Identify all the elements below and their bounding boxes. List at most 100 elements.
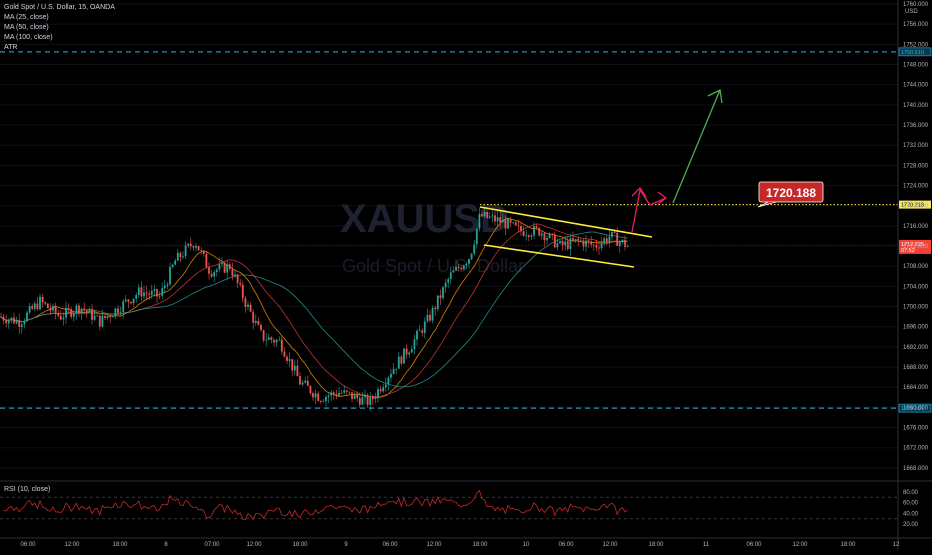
candle-body <box>436 295 439 310</box>
candle-body <box>405 348 408 355</box>
candle-body <box>457 266 460 268</box>
candle-body <box>59 315 62 320</box>
candle-body <box>226 264 229 273</box>
candle-body <box>556 243 559 248</box>
time-tick-label: 18:00 <box>648 542 664 548</box>
price-tick-label: 1728.000 <box>903 163 929 169</box>
candle-body <box>33 303 36 309</box>
candle-body <box>72 313 75 317</box>
candle-body <box>171 264 174 268</box>
candle-body <box>429 314 431 321</box>
candle-body <box>202 250 205 254</box>
candle-body <box>119 312 122 313</box>
candle-body <box>585 240 587 247</box>
rsi-tick-label: 60.00 <box>903 501 919 507</box>
candle-body <box>195 246 197 248</box>
candle-body <box>286 356 288 361</box>
candle-body <box>132 298 135 304</box>
candle-body <box>273 339 275 343</box>
candle-body <box>358 398 361 405</box>
candle-body <box>592 244 595 246</box>
grid <box>0 3 898 469</box>
candle-body <box>494 215 496 222</box>
candle-body <box>130 301 132 304</box>
countdown-label: 07:52 <box>901 248 915 254</box>
candle-body <box>371 397 374 400</box>
candle-body <box>613 231 616 233</box>
candle-body <box>408 352 411 355</box>
candle-body <box>88 308 91 313</box>
candle-body <box>561 240 564 246</box>
rsi-tick-label: 20.00 <box>903 522 919 528</box>
candle-body <box>174 260 177 265</box>
candle-body <box>579 240 582 242</box>
time-axis[interactable]: 06:00 12:00 18:00 8 07:00 12:00 18:00 9 06:00 12:… <box>0 537 932 548</box>
candle-body <box>104 315 106 318</box>
candle-body <box>527 235 530 237</box>
channel-lower-line <box>483 244 635 268</box>
price-tick-label: 1732.000 <box>903 143 929 149</box>
candle-body <box>254 320 257 323</box>
candle-body <box>150 290 153 295</box>
candle-body <box>390 373 392 378</box>
price-tick-label: 1736.000 <box>903 123 929 129</box>
candle-body <box>5 320 8 324</box>
price-callout-text: 1720.188 <box>766 186 816 200</box>
candle-body <box>345 390 348 392</box>
price-axis[interactable]: 1760.000 1756.000 1752.000 1748.000 1744.000… <box>897 0 929 550</box>
price-tick-label: 1692.000 <box>903 345 929 351</box>
candle-body <box>410 349 413 353</box>
time-tick-label: 8 <box>164 542 168 548</box>
candle-body <box>418 330 421 332</box>
candle-body <box>546 237 548 241</box>
candle-body <box>236 274 239 284</box>
price-tick-label: 1720.000 <box>903 204 929 210</box>
time-tick-label: 06:00 <box>558 542 574 548</box>
time-tick-label: 18:00 <box>292 542 308 548</box>
green-arrow-head <box>707 89 723 104</box>
candle-body <box>382 387 385 392</box>
candle-body <box>234 274 236 276</box>
candle-body <box>611 231 613 237</box>
candle-body <box>101 315 104 327</box>
candle-body <box>20 324 23 327</box>
candle-body <box>572 238 574 241</box>
candle-body <box>109 316 112 318</box>
candle-body <box>379 389 382 392</box>
candle-body <box>444 282 447 288</box>
candle-body <box>197 246 200 251</box>
candle-body <box>608 236 611 243</box>
candle-body <box>426 314 429 322</box>
price-tick-label: 1708.000 <box>903 264 929 270</box>
legend-ma50: MA (50, close) <box>4 24 49 31</box>
candle-body <box>75 305 78 314</box>
ma50-line <box>0 223 628 398</box>
candle-body <box>117 308 119 313</box>
resistance-badge <box>899 200 931 209</box>
candle-body <box>564 241 567 246</box>
candle-body <box>470 253 473 260</box>
indicator-legend: Gold Spot / U.S. Dollar, 15, OANDA MA (2… <box>4 3 115 53</box>
candle-body <box>280 339 283 352</box>
time-tick-label: 06:00 <box>746 542 762 548</box>
red-arrow-head <box>631 186 647 198</box>
candle-body <box>41 296 44 303</box>
candle-body <box>262 330 265 341</box>
candle-body <box>449 272 452 280</box>
candle-body <box>348 391 351 393</box>
candle-body <box>540 233 543 236</box>
candle-body <box>26 312 28 322</box>
price-tick-label: 1716.000 <box>903 224 929 230</box>
lower-dashed-level-label: 1679.861 <box>901 406 924 412</box>
candle-body <box>598 247 600 249</box>
moving-averages <box>0 217 628 399</box>
currency-label: USD <box>905 9 918 15</box>
candle-body <box>397 356 400 369</box>
candle-body <box>143 292 145 297</box>
price-callout-box <box>758 181 824 203</box>
candle-body <box>543 233 546 241</box>
candle-body <box>111 316 114 318</box>
candle-body <box>460 267 463 270</box>
